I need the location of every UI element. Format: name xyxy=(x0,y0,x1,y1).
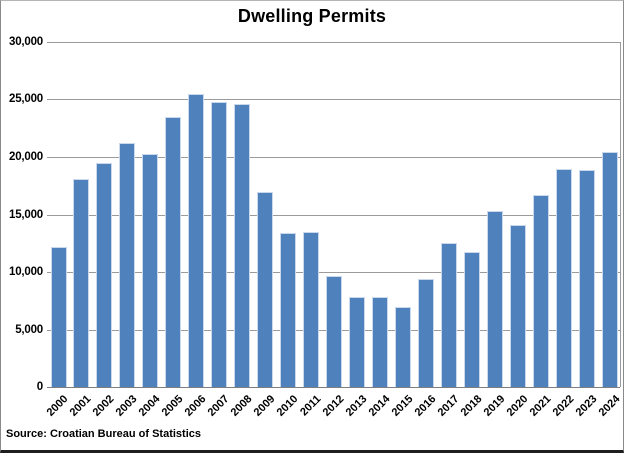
x-tick-label: 2005 xyxy=(159,393,186,419)
x-tick-label: 2015 xyxy=(389,393,416,419)
bar-2020 xyxy=(509,224,526,387)
gridline xyxy=(47,157,620,158)
bar-2024 xyxy=(601,152,618,387)
x-tick-label: 2016 xyxy=(412,393,439,419)
y-tick-label: 10,000 xyxy=(9,266,43,278)
bar-2023 xyxy=(578,169,595,387)
x-tick-label: 2022 xyxy=(550,393,577,419)
bar-2010 xyxy=(280,232,297,387)
bar-2021 xyxy=(532,195,549,387)
bar-2018 xyxy=(463,252,480,387)
x-tick-label: 2012 xyxy=(320,393,347,419)
bar-2007 xyxy=(211,101,228,387)
gridline xyxy=(47,215,620,216)
x-tick-label: 2018 xyxy=(458,393,485,419)
x-tick-label: 2002 xyxy=(90,393,117,419)
x-tick-label: 2001 xyxy=(67,393,94,419)
x-tick-label: 2024 xyxy=(596,393,623,419)
x-tick-label: 2009 xyxy=(251,393,278,419)
gridline xyxy=(47,99,620,100)
x-tick-label: 2000 xyxy=(44,393,71,419)
y-tick-label: 25,000 xyxy=(9,93,43,105)
x-tick-label: 2017 xyxy=(435,393,462,419)
bar-2015 xyxy=(394,306,411,387)
plot-area xyxy=(47,42,621,388)
x-tick-label: 2014 xyxy=(366,393,393,419)
bar-2019 xyxy=(486,211,503,387)
x-tick-label: 2004 xyxy=(136,393,163,419)
x-tick-label: 2013 xyxy=(343,393,370,419)
y-tick-label: 15,000 xyxy=(9,209,43,221)
gridline xyxy=(47,42,620,43)
bar-2002 xyxy=(96,162,113,387)
bar-2005 xyxy=(165,116,182,388)
bar-2006 xyxy=(188,93,205,388)
y-tick-label: 5,000 xyxy=(15,324,43,336)
bar-2009 xyxy=(257,191,274,387)
x-axis-line xyxy=(47,387,620,388)
x-tick-label: 2020 xyxy=(504,393,531,419)
source-note: Source: Croatian Bureau of Statistics xyxy=(6,428,201,440)
y-tick-label: 30,000 xyxy=(9,36,43,48)
x-tick-label: 2010 xyxy=(274,393,301,419)
x-tick-label: 2003 xyxy=(113,393,140,419)
bar-2017 xyxy=(440,243,457,387)
bar-2016 xyxy=(417,278,434,387)
gridline xyxy=(47,272,620,273)
x-tick-label: 2019 xyxy=(481,393,508,419)
chart-title: Dwelling Permits xyxy=(237,6,387,26)
bar-2011 xyxy=(303,231,319,387)
x-tick-label: 2006 xyxy=(182,393,209,419)
bar-2014 xyxy=(371,297,388,387)
y-tick-label: 0 xyxy=(36,381,43,393)
bar-2008 xyxy=(234,104,251,387)
bar-2013 xyxy=(349,297,365,387)
x-tick-label: 2021 xyxy=(527,393,554,419)
bar-2003 xyxy=(119,143,136,387)
bar-2012 xyxy=(326,275,342,387)
bar-2000 xyxy=(50,246,67,387)
bar-2001 xyxy=(73,178,90,387)
bar-2022 xyxy=(555,168,572,387)
bar-2004 xyxy=(142,153,159,387)
x-tick-label: 2011 xyxy=(298,393,324,419)
x-tick-label: 2023 xyxy=(573,393,600,419)
x-tick-label: 2008 xyxy=(228,393,255,419)
y-tick-label: 20,000 xyxy=(9,151,43,163)
x-tick-label: 2007 xyxy=(205,393,232,419)
